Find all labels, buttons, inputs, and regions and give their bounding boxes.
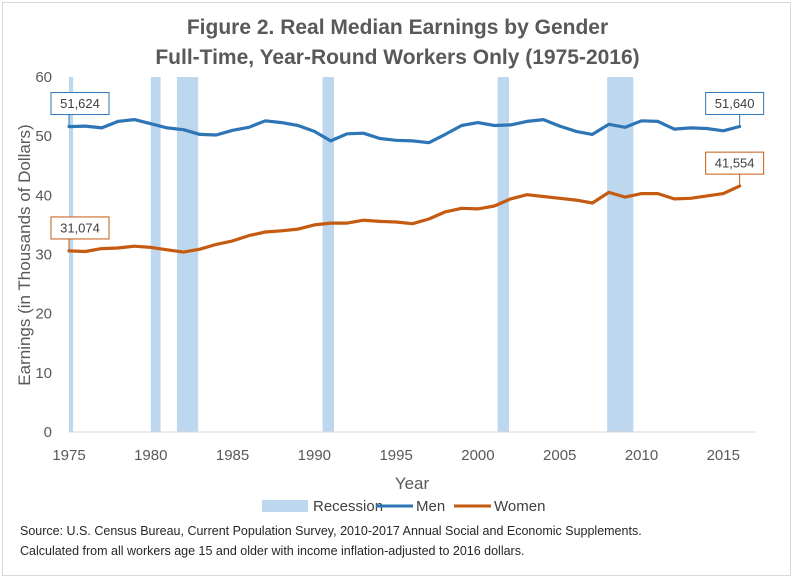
y-tick-label: 50 bbox=[35, 128, 52, 145]
source-note: Source: U.S. Census Bureau, Current Popu… bbox=[20, 521, 642, 561]
x-tick-label: 1975 bbox=[52, 447, 85, 464]
callout-box bbox=[50, 92, 110, 116]
x-tick-label: 2010 bbox=[625, 447, 658, 464]
data-callouts: 51,624 51,640 31,074 41,554 bbox=[50, 91, 765, 251]
legend: Recession Men Women bbox=[262, 498, 545, 515]
chart-title-line2: Full-Time, Year-Round Workers Only (1975… bbox=[155, 46, 640, 69]
callout-label: 51,624 bbox=[60, 96, 100, 111]
source-line-2: Calculated from all workers age 15 and o… bbox=[20, 544, 525, 558]
x-tick-label: 1985 bbox=[216, 447, 249, 464]
callout-label: 41,554 bbox=[715, 156, 755, 171]
callout-box bbox=[705, 91, 765, 115]
recession-bands bbox=[69, 77, 634, 432]
legend-recession-swatch bbox=[262, 500, 308, 512]
axes: 0 10 20 30 40 50 60 1975 1980 1985 1990 1995 2000 200… bbox=[35, 69, 756, 464]
y-tick-label: 60 bbox=[35, 69, 52, 86]
earnings-chart: 0 10 20 30 40 50 60 1975 1980 1985 1990 1995 2000 200… bbox=[15, 69, 765, 515]
recession-band-6 bbox=[607, 77, 634, 432]
y-tick-label: 0 bbox=[44, 424, 52, 441]
recession-band-4 bbox=[322, 77, 334, 432]
legend-recession-label: Recession bbox=[313, 498, 383, 515]
chart-title-line1: Figure 2. Real Median Earnings by Gender bbox=[186, 16, 609, 39]
callout-label: 51,640 bbox=[715, 96, 755, 111]
legend-men-label: Men bbox=[416, 498, 445, 515]
y-tick-label: 30 bbox=[35, 247, 52, 264]
x-tick-label: 2015 bbox=[707, 447, 740, 464]
recession-band-2 bbox=[150, 77, 161, 432]
source-line-1: Source: U.S. Census Bureau, Current Popu… bbox=[20, 524, 642, 538]
recession-band-3 bbox=[176, 77, 199, 432]
y-tick-label: 20 bbox=[35, 306, 52, 323]
recession-band-5 bbox=[497, 77, 510, 432]
x-tick-label: 1980 bbox=[134, 447, 167, 464]
y-tick-label: 10 bbox=[35, 365, 52, 382]
callout-box bbox=[50, 216, 110, 240]
callout-box bbox=[705, 151, 765, 175]
x-tick-label: 2005 bbox=[543, 447, 576, 464]
series-line-women bbox=[67, 184, 742, 254]
legend-women-label: Women bbox=[494, 498, 545, 515]
x-tick-label: 1995 bbox=[379, 447, 412, 464]
series-lines bbox=[67, 117, 742, 254]
series-line-men bbox=[67, 117, 742, 145]
x-tick-label: 1990 bbox=[298, 447, 331, 464]
callout-label: 31,074 bbox=[60, 220, 100, 235]
y-tick-label: 40 bbox=[35, 187, 52, 204]
y-axis-title: Earnings (in Thousands of Dollars) bbox=[15, 124, 34, 385]
recession-band-1 bbox=[69, 77, 74, 432]
x-axis-title: Year bbox=[395, 474, 430, 493]
x-tick-label: 2000 bbox=[461, 447, 494, 464]
